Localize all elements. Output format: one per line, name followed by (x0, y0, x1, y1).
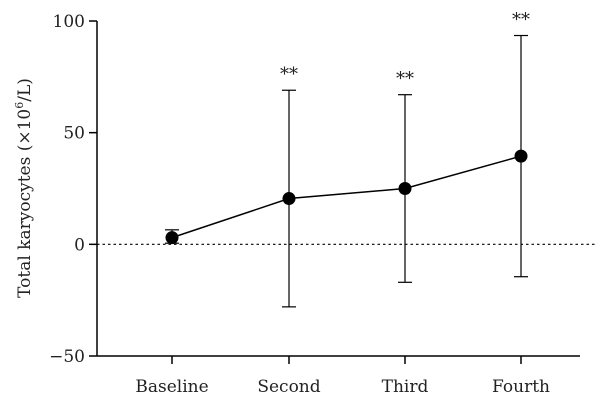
significance-marker: ** (280, 64, 298, 85)
significance-marker: ** (512, 10, 530, 31)
series-line (171, 155, 522, 239)
x-tick-label: Baseline (135, 377, 208, 397)
y-tick-label: 50 (63, 124, 85, 144)
y-tick-label: 100 (53, 12, 85, 32)
data-point (398, 182, 412, 195)
data-point (282, 192, 296, 206)
axes: −50 0 50 100 Baseline Second Third Fourth (49, 12, 580, 397)
x-tick-label: Fourth (492, 377, 550, 397)
x-tick-label: Third (382, 377, 429, 397)
marks-layer: ** ** ** (165, 10, 530, 308)
y-tick-label: 0 (74, 235, 85, 255)
significance-marker: ** (396, 69, 414, 90)
data-point (165, 231, 179, 245)
y-axis-title: Total karyocytes (×106/L) (13, 78, 35, 298)
x-tick-label: Second (257, 377, 320, 397)
data-point (514, 149, 528, 163)
y-tick-label: −50 (49, 347, 85, 367)
